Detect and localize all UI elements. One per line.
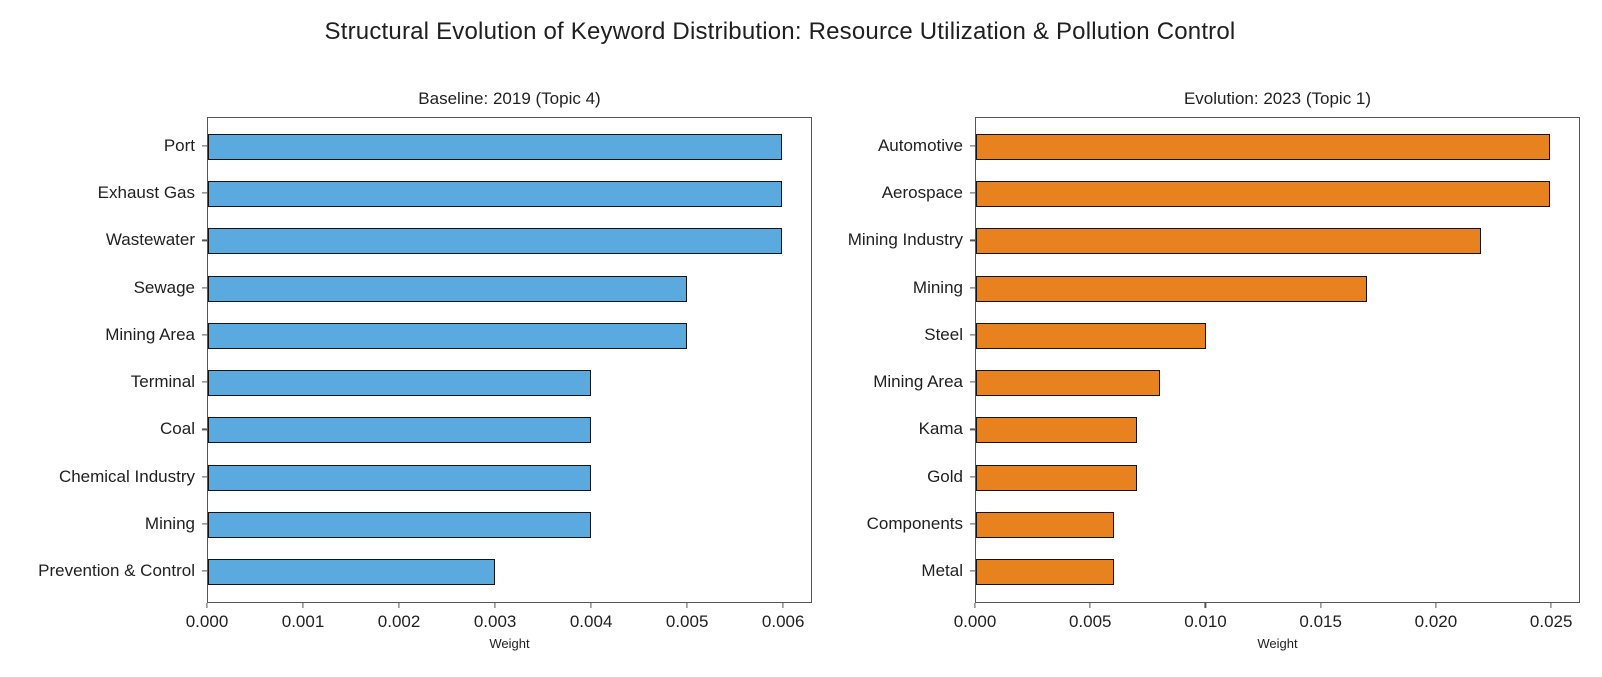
- y-tick: [970, 475, 975, 478]
- x-tick-label: 0.005: [665, 612, 709, 631]
- y-category-label: Kama: [918, 419, 963, 439]
- x-tick-label: 0.002: [377, 612, 421, 631]
- x-tick: [206, 603, 208, 608]
- y-category-label: Exhaust Gas: [97, 183, 195, 203]
- y-category-label: Sewage: [133, 277, 195, 297]
- x-tick: [1089, 603, 1091, 608]
- y-tick: [202, 381, 207, 383]
- x-tick-label: 0.015: [1299, 612, 1342, 631]
- bar-mining-industry: [976, 228, 1482, 255]
- y-category-label: Aerospace: [881, 183, 963, 203]
- y-tick: [970, 570, 975, 572]
- evolution-chart-title: Evolution: 2023 (Topic 1): [1183, 89, 1372, 108]
- bar-wastewater: [208, 228, 783, 255]
- y-tick: [202, 475, 207, 478]
- x-tick: [974, 603, 976, 608]
- y-category-label: Prevention & Control: [38, 561, 195, 580]
- bar-mining: [976, 275, 1367, 302]
- y-tick: [202, 570, 207, 572]
- y-tick: [202, 192, 207, 194]
- x-tick-label: 0.020: [1414, 612, 1458, 631]
- baseline-chart: Baseline: 2019 (Topic 4) Weight Port Exha…: [38, 89, 812, 651]
- y-tick: [970, 428, 975, 430]
- y-category-label: Mining Area: [105, 324, 195, 344]
- bar-terminal: [208, 370, 591, 397]
- bar-aerospace: [976, 181, 1551, 208]
- x-tick: [1320, 603, 1322, 608]
- evolution-chart: Evolution: 2023 (Topic 1) Weight Automot…: [848, 89, 1580, 651]
- y-tick: [970, 239, 975, 242]
- bar-prevention-control: [208, 559, 496, 585]
- x-tick: [686, 603, 688, 608]
- x-tick: [1550, 603, 1552, 608]
- evolution-plot-area: [975, 117, 1580, 603]
- x-tick-label: 0.006: [761, 612, 805, 631]
- bar-kama: [976, 417, 1137, 444]
- x-tick-label: 0.001: [281, 612, 325, 631]
- y-category-label: Chemical Industry: [58, 466, 195, 486]
- x-tick-label: 0.004: [569, 612, 613, 631]
- x-tick: [590, 603, 592, 608]
- figure-title: Structural Evolution of Keyword Distribu…: [324, 18, 1236, 45]
- y-tick: [202, 334, 207, 336]
- y-tick: [970, 287, 975, 289]
- y-tick: [970, 192, 975, 194]
- y-category-label: Steel: [924, 324, 963, 344]
- bar-chemical-industry: [208, 464, 591, 491]
- bar-sewage: [208, 275, 687, 302]
- bar-coal: [208, 417, 591, 444]
- x-tick: [1435, 603, 1437, 608]
- y-category-label: Mining: [144, 513, 195, 533]
- y-category-label: Mining Area: [873, 372, 963, 392]
- y-category-label: Gold: [927, 466, 963, 486]
- x-tick: [782, 603, 784, 608]
- bar-mining-area: [976, 370, 1160, 397]
- x-tick-label: 0.025: [1529, 612, 1573, 631]
- y-category-label: Port: [163, 136, 195, 155]
- bar-mining: [208, 511, 591, 538]
- y-tick: [202, 523, 207, 525]
- y-category-label: Metal: [921, 561, 963, 580]
- y-category-label: Wastewater: [105, 230, 195, 250]
- y-tick: [970, 145, 975, 147]
- bar-exhaust-gas: [208, 181, 783, 208]
- y-category-label: Terminal: [130, 372, 195, 392]
- x-tick-label: 0.005: [1068, 612, 1112, 631]
- y-category-label: Mining Industry: [847, 230, 963, 250]
- y-tick: [970, 523, 975, 525]
- x-tick: [494, 603, 496, 608]
- baseline-plot-area: [207, 117, 812, 603]
- y-tick: [970, 381, 975, 383]
- y-category-label: Mining: [912, 277, 963, 297]
- y-category-label: Automotive: [877, 136, 963, 155]
- y-tick: [202, 145, 207, 147]
- bar-gold: [976, 464, 1137, 491]
- y-tick: [202, 287, 207, 289]
- bar-steel: [976, 322, 1206, 349]
- bar-port: [208, 134, 783, 160]
- x-tick-label: 0.000: [953, 612, 997, 631]
- evolution-x-axis-label: Weight: [1257, 636, 1298, 651]
- bar-components: [976, 511, 1114, 538]
- x-tick: [398, 603, 400, 608]
- y-tick: [202, 428, 207, 430]
- bar-metal: [976, 559, 1114, 585]
- x-tick: [302, 603, 304, 608]
- y-tick: [970, 334, 975, 336]
- baseline-chart-title: Baseline: 2019 (Topic 4): [418, 89, 601, 108]
- bar-automotive: [976, 134, 1551, 160]
- x-tick-label: 0.010: [1184, 612, 1227, 631]
- bar-mining-area: [208, 322, 687, 349]
- baseline-x-axis-label: Weight: [489, 636, 530, 651]
- x-tick-label: 0.000: [185, 612, 229, 631]
- y-tick: [202, 239, 207, 242]
- y-category-label: Components: [866, 513, 963, 533]
- x-tick: [1204, 603, 1207, 608]
- x-tick-label: 0.003: [473, 612, 517, 631]
- y-category-label: Coal: [160, 419, 195, 439]
